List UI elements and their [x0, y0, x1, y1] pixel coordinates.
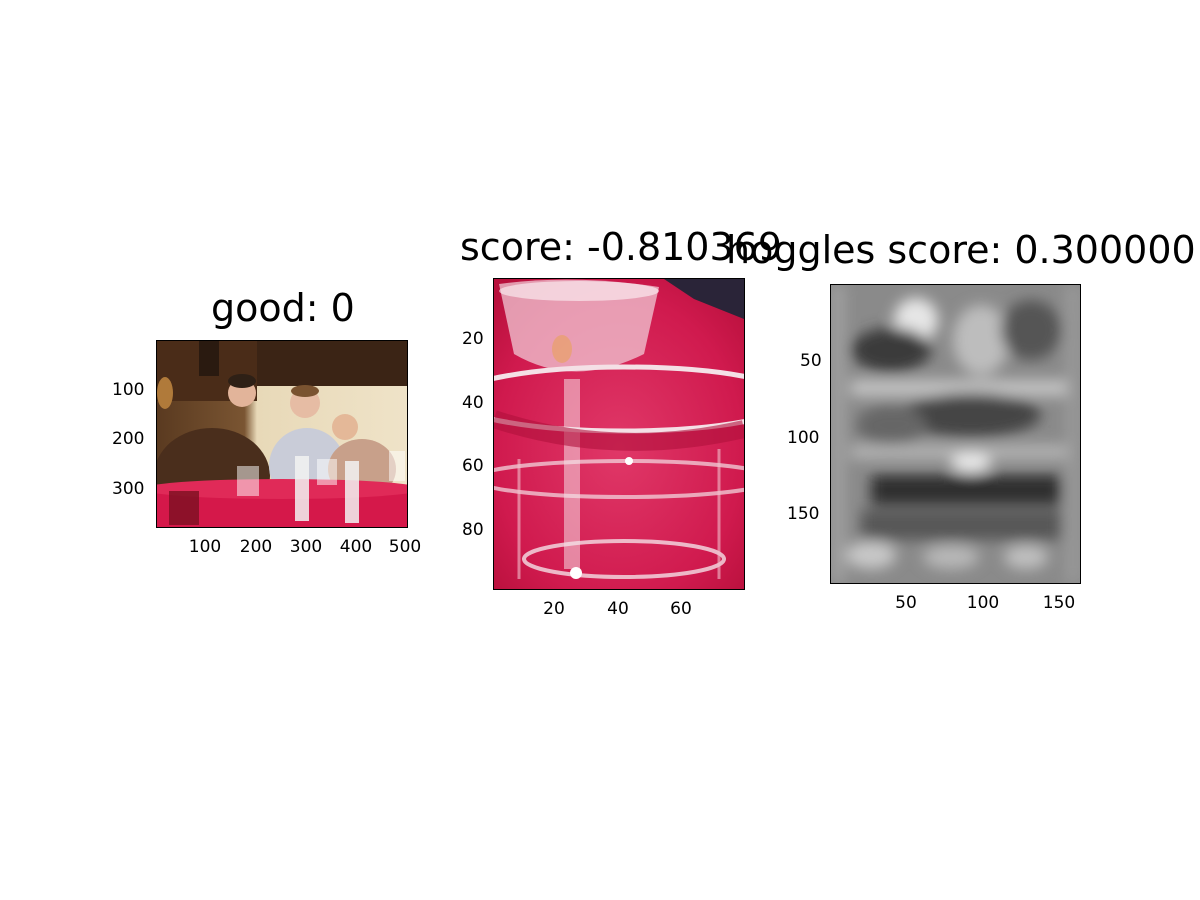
- x-tick-label: 400: [339, 537, 373, 557]
- panel-title: score: -0.810369: [460, 225, 783, 269]
- y-tick-label: 100: [787, 428, 820, 448]
- y-tick-label: 40: [462, 393, 484, 413]
- x-tick-label: 50: [895, 593, 917, 613]
- panel-title: hoggles score: 0.300000: [726, 228, 1196, 272]
- crop-image: [493, 278, 745, 590]
- y-tick-label: 60: [462, 456, 484, 476]
- x-tick-label: 60: [670, 599, 692, 619]
- x-tick-label: 40: [607, 599, 629, 619]
- y-tick-label: 100: [112, 380, 145, 400]
- x-tick-label: 20: [543, 599, 565, 619]
- panel-title: good: 0: [211, 286, 355, 330]
- y-tick-label: 150: [787, 504, 820, 524]
- y-tick-label: 20: [462, 329, 484, 349]
- photo-image: [156, 340, 408, 528]
- y-tick-label: 200: [112, 429, 145, 449]
- x-tick-label: 100: [966, 593, 1000, 613]
- y-tick-label: 50: [800, 351, 822, 371]
- x-tick-label: 300: [289, 537, 323, 557]
- x-tick-label: 500: [388, 537, 422, 557]
- y-tick-label: 80: [462, 520, 484, 540]
- x-tick-label: 200: [239, 537, 273, 557]
- x-tick-label: 100: [188, 537, 222, 557]
- hoggles-image: [830, 284, 1081, 584]
- y-tick-label: 300: [112, 479, 145, 499]
- x-tick-label: 150: [1042, 593, 1076, 613]
